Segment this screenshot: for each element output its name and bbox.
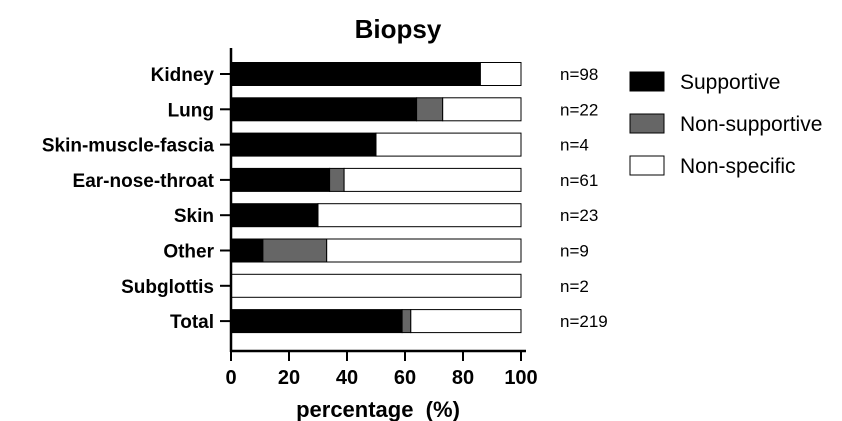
- category-label-skin: Skin: [174, 206, 214, 227]
- bar-skin-supportive: [230, 203, 319, 228]
- legend-swatch-non-supportive: [629, 113, 665, 134]
- legend-swatch-supportive: [629, 71, 665, 92]
- category-label-kidney: Kidney: [151, 65, 215, 86]
- legend-label-supportive: Supportive: [680, 71, 780, 94]
- category-label-lung: Lung: [168, 100, 214, 121]
- bar-lung-non-specific: [442, 97, 522, 122]
- bar-ear-nose-throat-non-specific: [343, 167, 522, 192]
- x-tick-label-80: 80: [452, 367, 474, 389]
- bar-skin-muscle-fascia-supportive: [230, 132, 377, 157]
- n-label-kidney: n=98: [560, 65, 598, 84]
- category-labels: Kidney Lung Skin-muscle-fascia Ear-nose-thr…: [42, 65, 215, 333]
- legend: Supportive Non-supportive Non-specific: [629, 71, 822, 178]
- x-tick-label-60: 60: [394, 367, 416, 389]
- x-tick-label-0: 0: [225, 367, 236, 389]
- bar-subglottis-non-specific: [230, 273, 522, 298]
- bar-total-non-specific: [410, 309, 522, 334]
- axes-group: [220, 48, 526, 361]
- bar-lung-non-supportive: [416, 97, 444, 122]
- n-label-skin-muscle-fascia: n=4: [560, 136, 589, 155]
- bar-total-supportive: [230, 309, 403, 334]
- category-label-ear-nose-throat: Ear-nose-throat: [73, 171, 215, 192]
- bar-skin-non-specific: [317, 203, 522, 228]
- x-axis-title: percentage (%): [296, 397, 460, 421]
- bar-other-non-supportive: [262, 238, 328, 263]
- bar-ear-nose-throat-non-supportive: [329, 167, 345, 192]
- category-label-skin-muscle-fascia: Skin-muscle-fascia: [42, 136, 215, 157]
- legend-label-non-supportive: Non-supportive: [680, 113, 822, 136]
- bar-total-non-supportive: [401, 309, 412, 334]
- bar-other-supportive: [230, 238, 264, 263]
- category-label-subglottis: Subglottis: [121, 277, 214, 298]
- bars-group: [230, 62, 522, 334]
- bar-kidney-supportive: [230, 62, 481, 86]
- x-tick-label-20: 20: [278, 367, 300, 389]
- legend-label-non-specific: Non-specific: [680, 155, 796, 178]
- n-label-lung: n=22: [560, 100, 598, 119]
- bar-other-non-specific: [326, 238, 522, 263]
- legend-swatch-non-specific: [629, 155, 665, 176]
- n-label-other: n=9: [560, 242, 589, 261]
- n-label-total: n=219: [560, 312, 608, 331]
- bar-lung-supportive: [230, 97, 418, 122]
- category-label-total: Total: [170, 312, 214, 333]
- n-label-subglottis: n=2: [560, 277, 589, 296]
- bar-kidney-non-specific: [479, 62, 522, 86]
- bar-ear-nose-throat-supportive: [230, 167, 331, 192]
- category-label-other: Other: [163, 242, 214, 263]
- x-tick-label-40: 40: [336, 367, 358, 389]
- x-tick-label-100: 100: [504, 367, 537, 389]
- n-label-skin: n=23: [560, 206, 598, 225]
- n-label-ear-nose-throat: n=61: [560, 171, 598, 190]
- chart-title: Biopsy: [355, 14, 442, 44]
- bar-skin-muscle-fascia-non-specific: [375, 132, 522, 157]
- n-labels: n=98 n=22 n=4 n=61 n=23 n=9 n=2 n=219: [560, 65, 608, 331]
- x-tick-labels: 0 20 40 60 80 100: [225, 367, 537, 389]
